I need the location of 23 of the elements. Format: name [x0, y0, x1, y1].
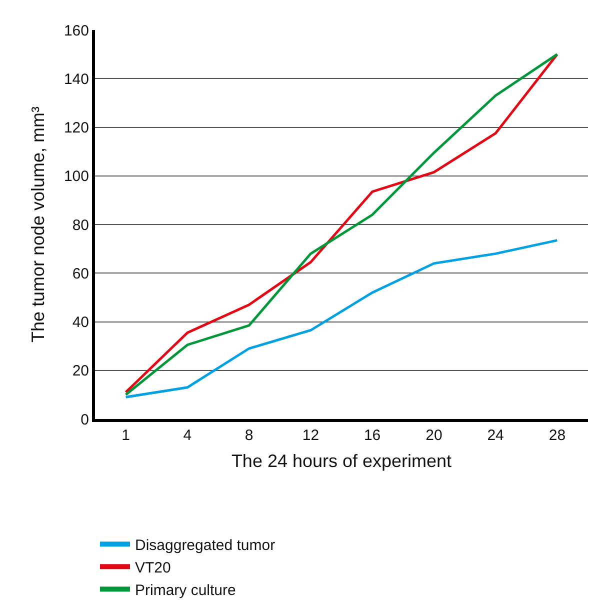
y-tick-label: 100 [64, 168, 89, 186]
legend-label: Disaggregated tumor [135, 537, 276, 554]
x-axis-title: The 24 hours of experiment [231, 451, 452, 472]
x-tick-label: 20 [426, 427, 442, 444]
y-tick-label: 0 [80, 411, 89, 428]
x-tick-label: 24 [487, 427, 504, 444]
y-tick-label: 80 [72, 216, 89, 234]
x-tick-label: 8 [244, 427, 254, 444]
y-tick-label: 20 [72, 362, 89, 380]
line-series [124, 239, 558, 398]
y-tick-label: 60 [72, 265, 89, 282]
y-axis-title: The tumor node volume, mm³ [28, 106, 48, 343]
x-tick-label: 28 [548, 427, 566, 444]
y-tick-label: 140 [64, 70, 89, 88]
x-tick-label: 1 [122, 427, 130, 444]
legend-label: Primary culture [135, 582, 236, 600]
y-tick-label: 40 [72, 314, 89, 331]
x-tick-label: 4 [183, 427, 192, 444]
x-tick-label: 12 [302, 427, 320, 444]
y-tick-label: 120 [64, 120, 89, 136]
y-tick-label: 160 [64, 22, 89, 40]
legend-label: VT20 [135, 560, 171, 577]
x-tick-label: 16 [364, 427, 381, 444]
